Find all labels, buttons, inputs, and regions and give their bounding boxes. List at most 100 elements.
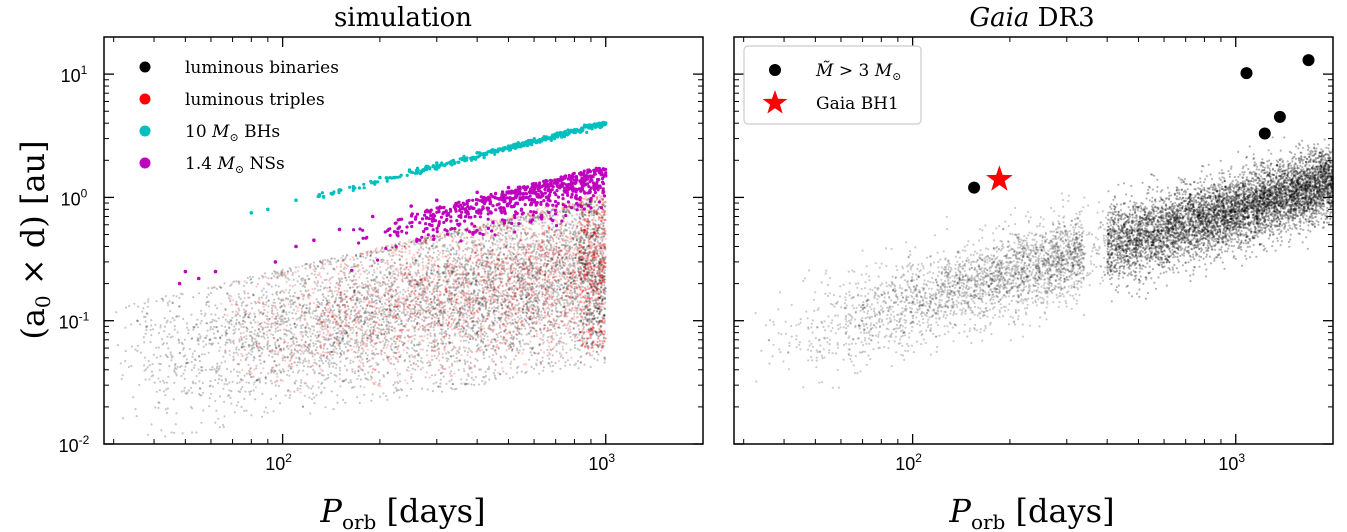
data-point [159,380,162,383]
data-point [349,379,352,382]
data-point [251,307,254,310]
data-point [485,239,488,243]
data-point [474,280,477,283]
data-point [480,340,483,343]
data-point [525,296,528,299]
data-point [574,257,577,260]
data-point [232,329,235,332]
data-point [238,314,242,317]
data-point [305,304,308,307]
data-point [215,326,218,329]
data-point [386,276,389,279]
data-point [432,251,435,254]
data-point [308,343,312,346]
data-point [171,355,174,358]
data-point [405,298,408,302]
data-point [301,265,304,268]
data-point [524,327,527,330]
data-point [121,374,124,377]
data-point [312,317,315,320]
data-point [287,347,290,350]
data-point [218,426,221,429]
data-point [291,311,294,315]
data-point [491,307,494,310]
data-point [259,362,262,365]
data-point [505,268,508,271]
data-point [163,317,166,320]
data-point [241,354,244,358]
data-point [281,359,284,362]
data-point [240,388,243,391]
data-point [334,286,337,289]
data-point [548,357,551,360]
data-point [304,341,307,344]
data-point [443,245,446,248]
data-point [370,326,373,329]
data-point [292,301,295,305]
data-point [237,348,240,351]
data-point [157,331,161,335]
data-point [292,278,295,281]
data-point [512,252,515,255]
data-point [175,295,178,298]
data-point [509,362,512,365]
data-point [355,306,358,309]
data-point [388,325,391,328]
data-point [434,302,437,305]
data-point [590,209,593,213]
data-point [498,294,501,298]
data-point [393,335,396,338]
data-point [545,264,548,268]
data-point [455,323,458,326]
data-point [307,327,310,330]
data-point [563,302,566,305]
data-point [231,380,234,383]
data-point [569,348,572,351]
data-point [275,315,278,318]
data-point [340,280,344,283]
data-point [310,350,313,353]
data-point [564,298,567,301]
data-point [178,341,181,344]
data-point [152,353,156,356]
data-point [341,254,344,257]
data-point [440,331,443,334]
data-point [222,316,225,319]
data-point [199,366,203,369]
data-point [253,333,256,336]
data-point [370,250,373,253]
data-point [467,341,470,344]
data-point [425,349,429,352]
data-point [451,382,455,386]
data-point [237,328,241,331]
data-point [152,374,155,377]
data-point [372,353,375,356]
data-point [312,261,316,264]
data-point [389,347,393,350]
data-point [192,328,195,331]
data-point [325,299,328,302]
data-point [291,271,294,275]
data-point [235,303,238,306]
data-point [238,338,241,341]
data-point [487,240,491,243]
data-point [124,326,127,329]
data-point [148,364,151,367]
data-point [525,217,528,220]
data-point [214,399,217,403]
data-point [149,341,152,344]
data-point [336,401,339,404]
data-point [143,302,146,305]
data-point [146,300,150,303]
data-point [337,308,340,311]
data-point [250,302,253,305]
data-point [338,347,341,350]
data-point [440,328,443,331]
data-point [276,271,279,274]
data-point [521,291,524,294]
data-point [372,279,375,282]
data-point [267,354,271,357]
data-point [499,330,502,334]
data-point [478,368,481,371]
data-point [455,322,458,325]
